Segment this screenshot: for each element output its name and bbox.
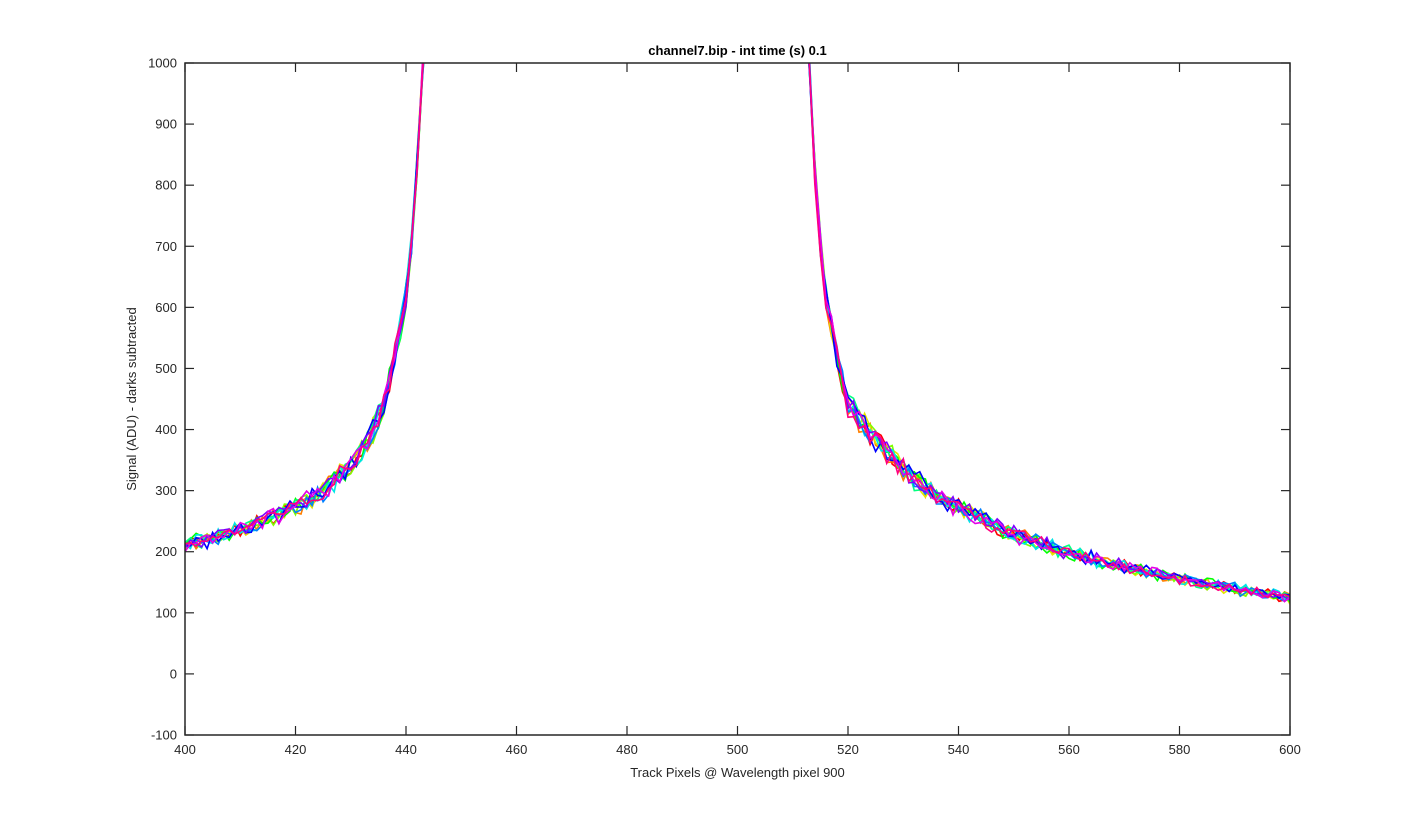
x-tick-label: 460 bbox=[506, 742, 528, 757]
y-tick-label: 200 bbox=[155, 544, 177, 559]
y-tick-label: 400 bbox=[155, 422, 177, 437]
x-tick-label: 500 bbox=[727, 742, 749, 757]
plot-area bbox=[185, 63, 1290, 735]
x-tick-label: 520 bbox=[837, 742, 859, 757]
x-tick-label: 600 bbox=[1279, 742, 1301, 757]
axes-layer: 400 420 440 460 480 500 520 540 560 580 600 -100 0 10… bbox=[148, 56, 1301, 758]
x-tick-label: 400 bbox=[174, 742, 196, 757]
y-tick-label: 900 bbox=[155, 117, 177, 132]
chart-title: channel7.bip - int time (s) 0.1 bbox=[648, 43, 826, 58]
y-tick-label: 500 bbox=[155, 361, 177, 376]
x-axis-title: Track Pixels @ Wavelength pixel 900 bbox=[630, 765, 845, 780]
x-tick-label: 480 bbox=[616, 742, 638, 757]
series-line-12 bbox=[185, 63, 1290, 599]
y-tick-label: 100 bbox=[155, 605, 177, 620]
x-tick-label: 420 bbox=[285, 742, 307, 757]
y-tick-label: 700 bbox=[155, 239, 177, 254]
x-tick-label: 440 bbox=[395, 742, 417, 757]
y-tick-label: -100 bbox=[151, 728, 177, 743]
y-tick-label: 0 bbox=[170, 666, 177, 681]
y-tick-label: 800 bbox=[155, 178, 177, 193]
x-tick-label: 540 bbox=[948, 742, 970, 757]
y-axis-title: Signal (ADU) - darks subtracted bbox=[124, 307, 139, 491]
x-tick-label: 560 bbox=[1058, 742, 1080, 757]
y-tick-label: 600 bbox=[155, 300, 177, 315]
series-layer bbox=[185, 63, 1290, 605]
y-tick-label: 300 bbox=[155, 483, 177, 498]
x-tick-label: 580 bbox=[1169, 742, 1191, 757]
y-tick-label: 1000 bbox=[148, 56, 177, 71]
